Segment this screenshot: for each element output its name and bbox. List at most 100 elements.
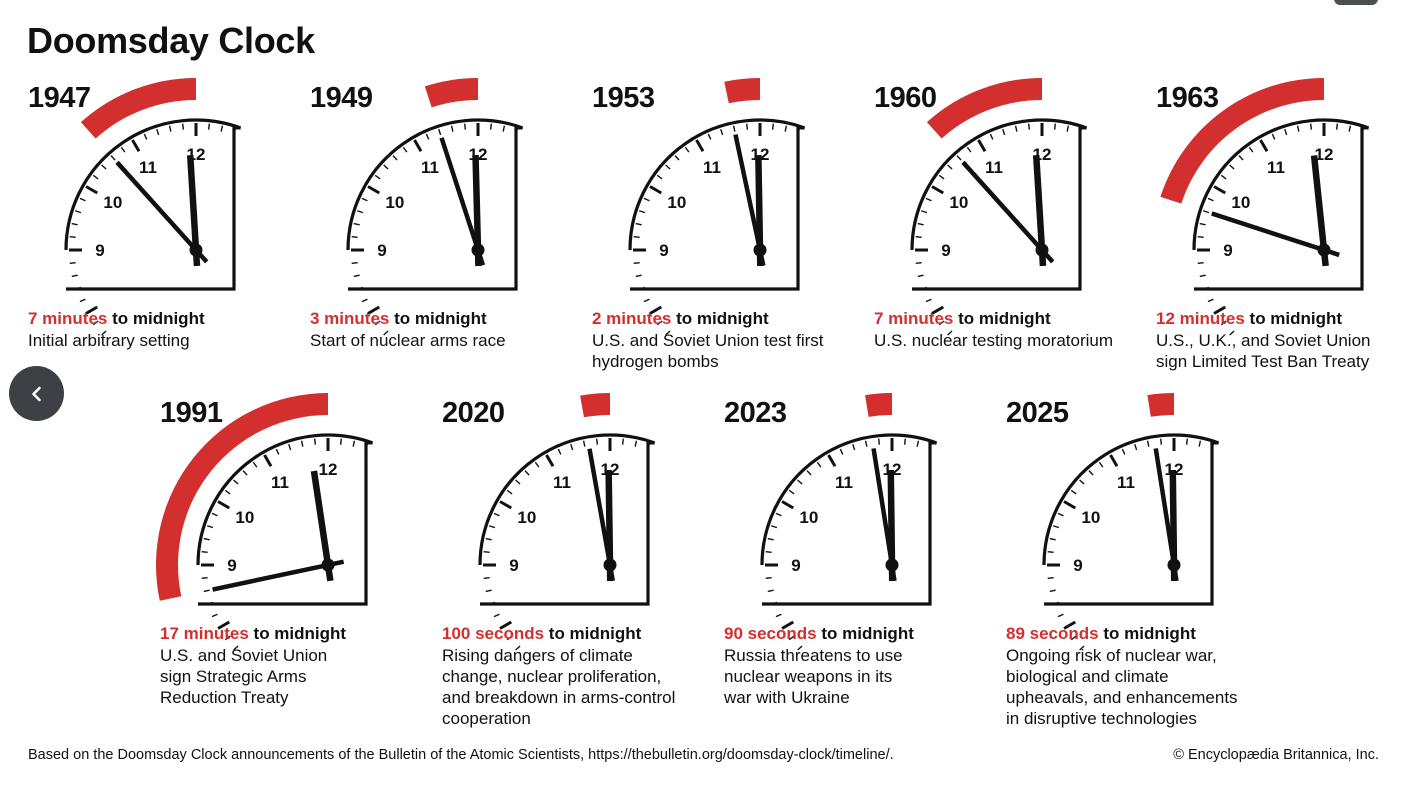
minute-tick — [915, 261, 922, 264]
minute-tick — [1088, 470, 1094, 476]
hand-pivot — [753, 243, 767, 257]
minute-tick — [1185, 438, 1188, 445]
hour-tick — [217, 500, 231, 510]
minute-tick — [917, 222, 924, 226]
hour-tick — [545, 454, 555, 468]
minute-tick — [224, 489, 231, 495]
minute-tick — [633, 236, 640, 239]
hour-tick — [1213, 185, 1227, 195]
time-to-midnight: 100 seconds to midnight — [442, 624, 641, 644]
year-label: 1960 — [874, 82, 937, 114]
to-midnight-label: to midnight — [248, 624, 347, 643]
minute-tick — [878, 438, 881, 445]
time-to-midnight: 2 minutes to midnight — [592, 309, 769, 329]
minute-tick — [1229, 330, 1235, 336]
hour-tick — [781, 620, 795, 630]
dial-number-9: 9 — [791, 556, 800, 575]
minute-tick — [1197, 236, 1204, 239]
hour-tick — [1063, 500, 1077, 510]
minute-tick — [201, 576, 208, 579]
minute-tick — [639, 286, 646, 290]
minute-tick — [621, 438, 624, 445]
minute-tick — [570, 444, 574, 451]
minute-tick — [806, 470, 812, 476]
year-label: 1947 — [28, 82, 91, 114]
minute-tick — [232, 129, 236, 136]
dial-number-10: 10 — [667, 193, 686, 212]
minute-tick — [233, 479, 239, 485]
minute-tick — [252, 461, 258, 468]
year-label: 2025 — [1006, 397, 1069, 429]
to-midnight-label: to midnight — [389, 309, 487, 328]
time-amount: 2 minutes — [592, 309, 672, 328]
minute-tick — [852, 444, 856, 451]
minute-tick — [207, 123, 210, 130]
minute-tick — [383, 164, 389, 170]
hand-pivot — [1035, 243, 1049, 257]
dial-number-9: 9 — [377, 241, 386, 260]
event-description: Russia threatens to use nuclear weapons … — [724, 646, 903, 707]
minute-tick — [485, 589, 492, 593]
minute-tick — [506, 489, 513, 495]
minute-tick — [767, 537, 774, 541]
minute-tick — [425, 133, 430, 140]
top-right-tab[interactable] — [1334, 0, 1378, 5]
minute-tick — [1199, 222, 1206, 226]
minute-tick — [1210, 444, 1214, 451]
minute-tick — [1053, 525, 1060, 529]
minute-tick — [1199, 274, 1206, 278]
dial-number-11: 11 — [1117, 473, 1135, 492]
minute-tick — [402, 146, 408, 153]
minute-tick — [656, 174, 663, 180]
hour-tick — [1063, 620, 1077, 630]
minute-tick — [925, 197, 932, 202]
minute-tick — [1310, 123, 1313, 130]
minute-tick — [1002, 129, 1006, 136]
clock-panel-1960: 9 10 11 12 1960 7 minutes to midnight U.S. nuc… — [874, 78, 1144, 382]
year-label: 1963 — [1156, 82, 1219, 114]
minute-tick — [989, 133, 994, 140]
minute-tick — [938, 320, 945, 326]
minute-tick — [69, 236, 76, 239]
minute-tick — [1229, 164, 1235, 170]
clock-panel-2025: 9 10 11 12 2025 89 seconds to midnight Ongoing… — [1006, 393, 1276, 728]
minute-tick — [797, 645, 803, 651]
time-amount: 89 seconds — [1006, 624, 1099, 643]
hour-tick — [85, 185, 99, 195]
dial-number-10: 10 — [385, 193, 404, 212]
minute-tick — [1049, 589, 1056, 593]
minute-tick — [203, 589, 210, 593]
minute-tick — [71, 274, 78, 278]
minute-tick — [288, 444, 292, 451]
year-label: 1991 — [160, 397, 223, 429]
minute-tick — [75, 210, 82, 214]
minute-tick — [361, 197, 368, 202]
clock-face-outline — [196, 433, 374, 606]
minute-tick — [275, 448, 280, 455]
minute-tick — [665, 330, 671, 336]
minute-tick — [1271, 133, 1276, 140]
hour-tick — [131, 139, 141, 153]
minute-tick — [1047, 576, 1054, 579]
back-button[interactable] — [9, 366, 64, 421]
minute-tick — [220, 125, 224, 132]
dial-number-10: 10 — [1231, 193, 1250, 212]
clock-panel-1963: 9 10 11 12 1963 12 minutes to midnight U.S., U… — [1156, 78, 1404, 382]
clock-panel-1947: 9 10 11 12 1947 7 minutes to midnight Initial … — [28, 78, 298, 382]
time-to-midnight: 12 minutes to midnight — [1156, 309, 1342, 329]
minute-tick — [515, 479, 521, 485]
minute-tick — [1220, 320, 1227, 326]
hour-tick — [977, 139, 987, 153]
minute-tick — [483, 551, 490, 554]
hour-tick — [217, 620, 231, 630]
minute-tick — [775, 613, 782, 618]
minute-tick — [211, 613, 218, 618]
clock-face-outline — [64, 118, 242, 291]
chevron-left-icon — [31, 386, 41, 401]
minute-tick — [506, 635, 513, 641]
time-remaining-arc — [156, 393, 328, 601]
hour-tick — [367, 305, 381, 315]
event-description: Initial arbitrary setting — [28, 331, 190, 350]
